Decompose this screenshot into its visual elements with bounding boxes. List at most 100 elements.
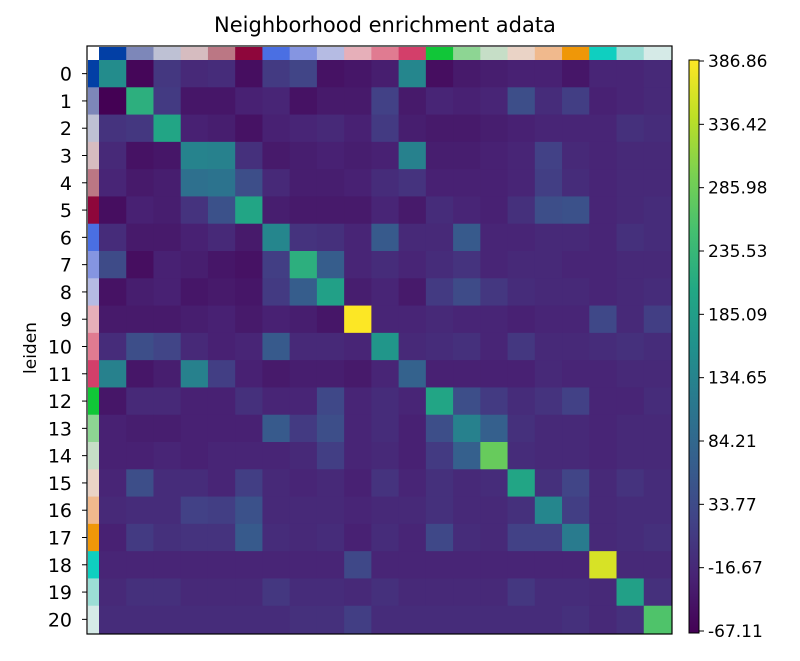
heatmap-cell	[153, 442, 182, 470]
heatmap-cell	[562, 169, 590, 197]
heatmap-cell	[589, 251, 618, 279]
heatmap-cell	[344, 278, 372, 307]
heatmap-cell	[207, 387, 236, 416]
colorbar-tick-label: -16.67	[708, 559, 763, 579]
heatmap-cell	[643, 551, 672, 579]
heatmap-cell	[180, 251, 209, 279]
heatmap-cell	[534, 169, 563, 197]
heatmap-cell	[371, 60, 400, 88]
heatmap-cell	[99, 496, 127, 525]
column-color-17	[562, 47, 590, 60]
heatmap-cell	[507, 551, 536, 579]
heatmap-cell	[480, 360, 509, 388]
heatmap-cell	[643, 169, 672, 197]
row-tick-label: 11	[48, 364, 72, 386]
heatmap-cell	[316, 196, 345, 225]
row-tick-label: 3	[60, 146, 72, 168]
heatmap-cell	[99, 605, 127, 634]
heatmap-cell	[153, 60, 182, 88]
heatmap-cell	[235, 305, 263, 334]
heatmap-cell	[371, 169, 400, 197]
heatmap-cell	[371, 251, 400, 279]
heatmap-cell	[344, 469, 372, 498]
heatmap-cell	[507, 223, 536, 252]
heatmap-cell	[289, 332, 318, 361]
heatmap-cell	[398, 578, 427, 607]
heatmap-cell	[289, 196, 318, 225]
heatmap-cell	[425, 60, 454, 88]
heatmap-cell	[180, 114, 209, 143]
colorbar-ticks: 386.86 336.42 285.98 235.53 185.09 134.65 84.2…	[699, 52, 767, 642]
row-color-20	[88, 605, 99, 634]
column-color-9	[344, 47, 372, 60]
row-color-15	[88, 469, 99, 498]
heatmap-cell	[534, 87, 563, 116]
row-color-6	[88, 223, 99, 252]
row-tick-label: 12	[48, 391, 72, 413]
heatmap-cell	[371, 87, 400, 116]
row-color-12	[88, 387, 99, 416]
heatmap-cell	[507, 360, 536, 388]
heatmap-cell	[453, 196, 481, 225]
row-color-18	[88, 551, 99, 579]
heatmap-cell	[371, 578, 400, 607]
colorbar-tick-label: 134.65	[708, 369, 767, 389]
heatmap-cell	[425, 414, 454, 443]
heatmap-cell	[643, 141, 672, 170]
heatmap-cell	[616, 496, 645, 525]
heatmap-cell	[534, 469, 563, 498]
row-tick-label: 16	[48, 500, 72, 522]
heatmap-cell	[207, 60, 236, 88]
heatmap-cell	[262, 332, 291, 361]
heatmap-cell	[180, 332, 209, 361]
heatmap-cell	[589, 169, 618, 197]
heatmap-cell	[262, 169, 291, 197]
heatmap-cell	[589, 196, 618, 225]
heatmap-cell	[153, 387, 182, 416]
heatmap-cell	[589, 496, 618, 525]
heatmap-cell	[371, 414, 400, 443]
heatmap-cell	[371, 442, 400, 470]
heatmap-cell	[453, 469, 481, 498]
heatmap-cell	[616, 169, 645, 197]
heatmap-cell	[453, 60, 481, 88]
heatmap-cell	[398, 442, 427, 470]
heatmap-cell	[398, 305, 427, 334]
heatmap-cell	[153, 196, 182, 225]
heatmap-cell	[153, 496, 182, 525]
column-color-8	[316, 47, 345, 60]
row-tick-label: 7	[60, 255, 72, 277]
heatmap-cell	[480, 605, 509, 634]
heatmap-cell	[316, 278, 345, 307]
heatmap-cell	[507, 332, 536, 361]
heatmap-cell	[398, 141, 427, 170]
heatmap-cell	[507, 251, 536, 279]
heatmap-cell	[534, 114, 563, 143]
heatmap-cell	[207, 414, 236, 443]
heatmap-cell	[507, 496, 536, 525]
heatmap-cell	[453, 141, 481, 170]
heatmap-cell	[616, 223, 645, 252]
heatmap-cell	[180, 523, 209, 552]
heatmap-cell	[153, 551, 182, 579]
heatmap-cell	[562, 523, 590, 552]
heatmap-cell	[316, 360, 345, 388]
heatmap-cell	[562, 442, 590, 470]
heatmap-cell	[180, 496, 209, 525]
heatmap-cell	[316, 141, 345, 170]
row-tick-label: 9	[60, 309, 72, 331]
colorbar-tick-label: 235.53	[708, 242, 767, 262]
heatmap-cell	[371, 332, 400, 361]
heatmap-cell	[153, 223, 182, 252]
heatmap-cell	[126, 196, 154, 225]
row-color-17	[88, 523, 99, 552]
heatmap-cell	[262, 578, 291, 607]
column-color-15	[507, 47, 536, 60]
heatmap-cell	[262, 605, 291, 634]
row-tick-label: 19	[48, 582, 72, 604]
heatmap-cell	[180, 578, 209, 607]
row-color-11	[88, 360, 99, 388]
heatmap-cell	[207, 523, 236, 552]
heatmap-cell	[207, 305, 236, 334]
